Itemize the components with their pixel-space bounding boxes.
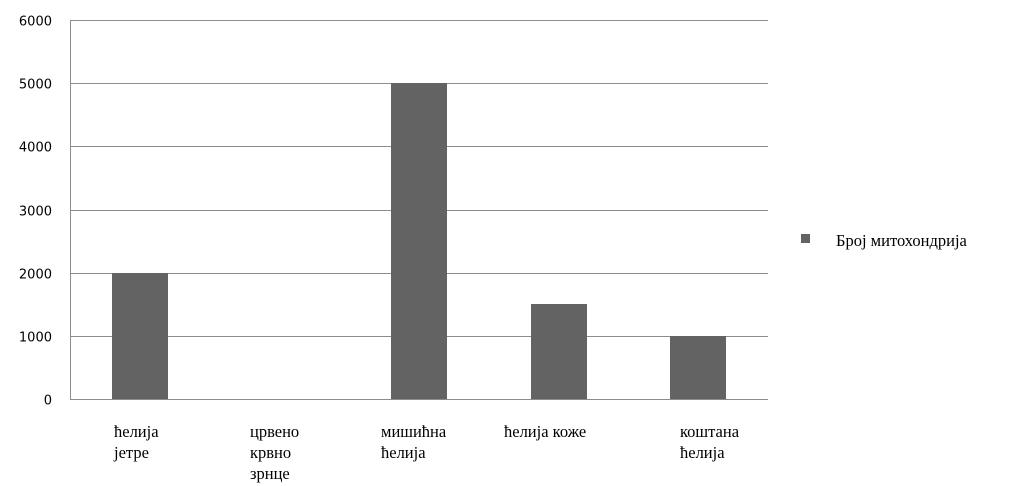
bar-2 (391, 83, 447, 399)
bar-4 (670, 336, 726, 399)
legend-swatch (801, 234, 810, 243)
y-tick-label-6000: 6000 (19, 15, 52, 30)
y-tick-label-1000: 1000 (19, 331, 52, 346)
x-category-label-4: коштана ћелија (680, 422, 740, 462)
y-tick-label-4000: 4000 (19, 141, 52, 156)
x-category-label-3: ћелија коже (504, 422, 586, 441)
y-tick-label-0: 0 (44, 394, 52, 409)
legend: Број митохондрија (801, 231, 968, 250)
bar-0 (112, 273, 168, 399)
y-tick-label-5000: 5000 (19, 78, 52, 93)
x-category-label-1: црвено крвно зрнце (250, 422, 299, 483)
bars (112, 83, 726, 399)
x-category-label-0: ћелија јетре (113, 422, 159, 462)
bar-3 (531, 304, 587, 399)
y-axis-tick-labels: 0 1000 2000 3000 4000 5000 6000 (19, 15, 52, 409)
x-axis-category-labels: ћелија јетре црвено крвно зрнце мишићна ћелија… (113, 422, 740, 483)
x-category-label-2: мишићна ћелија (381, 422, 447, 462)
y-tick-label-3000: 3000 (19, 205, 52, 220)
legend-label-broj-mitohondrija: Број митохондрија (836, 231, 968, 250)
y-tick-label-2000: 2000 (19, 268, 52, 283)
